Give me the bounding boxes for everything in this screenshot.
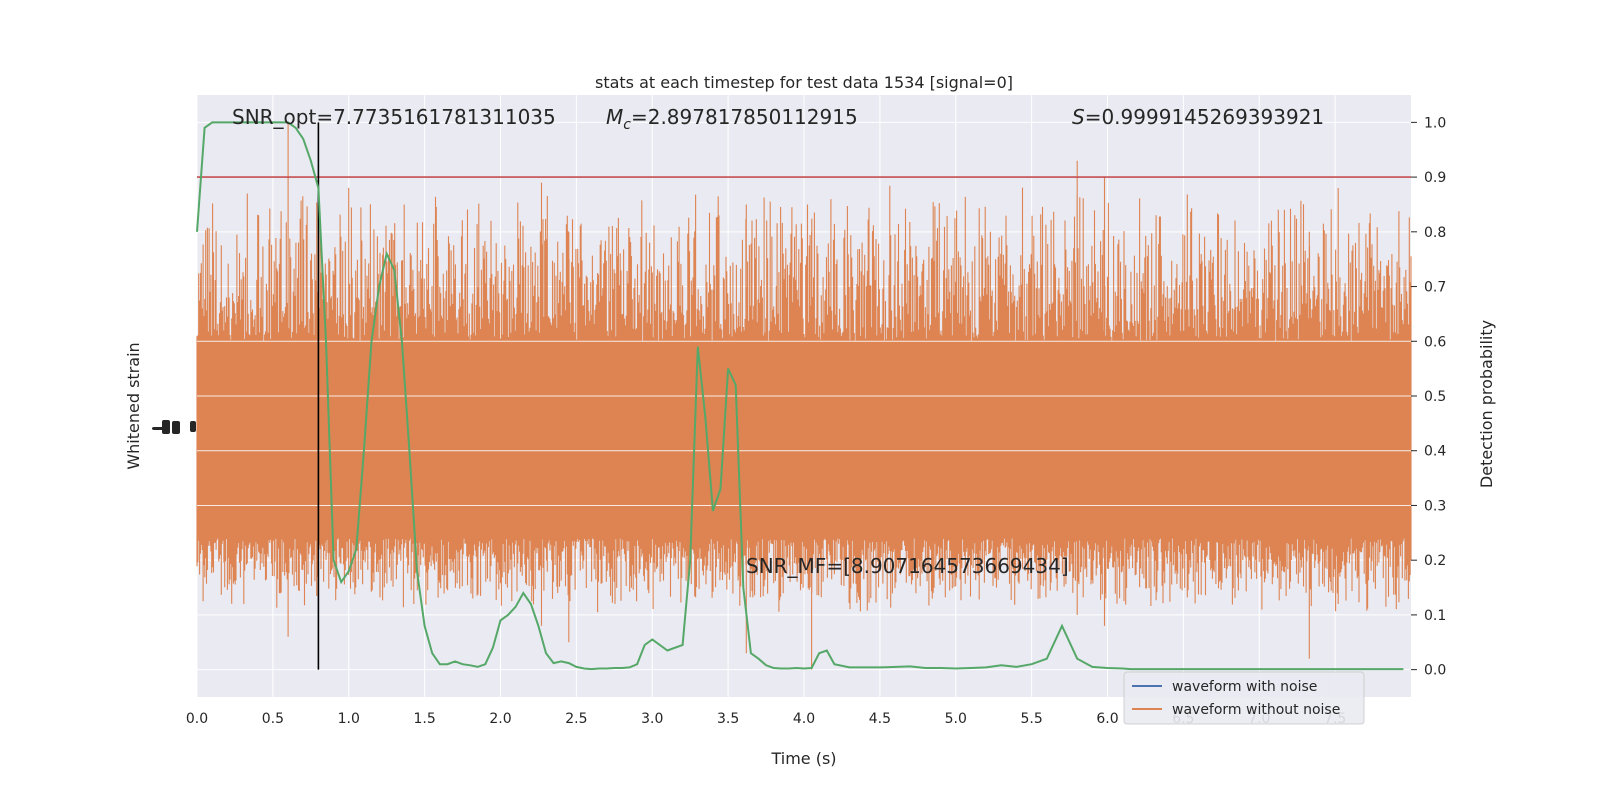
y-tick-label: 0.4 <box>1424 444 1446 460</box>
y-tick-label: 0.2 <box>1424 553 1446 569</box>
x-tick-label: 0.5 <box>262 711 284 727</box>
y-tick-label: 0.9 <box>1424 170 1446 186</box>
x-tick-label: 1.5 <box>413 711 435 727</box>
x-tick-label: 2.0 <box>489 711 511 727</box>
x-tick-label: 5.0 <box>945 711 967 727</box>
x-tick-label: 2.5 <box>565 711 587 727</box>
legend: waveform with noise waveform without nois… <box>1123 671 1365 725</box>
x-tick-label: 4.0 <box>793 711 815 727</box>
x-axis-label: Time (s) <box>770 749 836 768</box>
chirp-mass-subscript: c <box>623 117 631 133</box>
legend-label: waveform with noise <box>1172 679 1317 695</box>
detection-probability-line <box>196 121 1404 671</box>
y-tick-label: 0.3 <box>1424 498 1446 514</box>
left-tick-glyph <box>162 420 170 434</box>
x-tick-label: 1.0 <box>338 711 360 727</box>
left-tick-glyph <box>190 421 196 432</box>
left-axis-crowded-ticks <box>152 420 196 434</box>
legend-box <box>1123 671 1365 725</box>
x-tick-label: 4.5 <box>869 711 891 727</box>
y-axis-label-right: Detection probability <box>1477 320 1496 488</box>
snr-opt-annotation: SNR_opt=7.7735161781311035 <box>232 105 556 129</box>
x-tick-label: 5.5 <box>1020 711 1042 727</box>
s-value: =0.9999145269393921 <box>1085 105 1324 129</box>
s-symbol: S <box>1072 105 1085 129</box>
y-tick-label: 0.1 <box>1424 608 1446 624</box>
s-statistic-annotation: S=0.9999145269393921 <box>1072 105 1324 129</box>
chart-title: stats at each timestep for test data 153… <box>595 73 1013 92</box>
strain-waveform-without-noise <box>196 122 1412 670</box>
y-tick-label: 0.7 <box>1424 280 1446 296</box>
detection-probability-path <box>196 121 1404 671</box>
y-tick-label: 0.0 <box>1424 663 1446 679</box>
left-tick-glyph <box>172 421 180 434</box>
y-tick-label: 0.8 <box>1424 225 1446 241</box>
left-tick-glyph <box>152 427 164 430</box>
y-tick-label: 0.6 <box>1424 334 1446 350</box>
chirp-mass-value: =2.897817850112915 <box>631 105 858 129</box>
y-tick-label: 1.0 <box>1424 115 1446 131</box>
x-tick-label: 3.0 <box>641 711 663 727</box>
chirp-mass-annotation: Mc=2.897817850112915 <box>606 105 858 133</box>
y-tick-label: 0.5 <box>1424 389 1446 405</box>
snr-mf-annotation: SNR_MF=[8.907164573669434] <box>746 554 1069 578</box>
x-tick-label: 3.5 <box>717 711 739 727</box>
x-tick-label: 6.0 <box>1096 711 1118 727</box>
axes: 0.00.51.01.52.02.53.03.54.04.55.05.56.06… <box>152 115 1446 727</box>
chirp-mass-symbol: M <box>606 105 623 129</box>
overlay-lines <box>197 122 1411 670</box>
y-axis-label-left: Whitened strain <box>124 342 143 469</box>
x-tick-label: 0.0 <box>186 711 208 727</box>
legend-label: waveform without noise <box>1172 702 1340 718</box>
